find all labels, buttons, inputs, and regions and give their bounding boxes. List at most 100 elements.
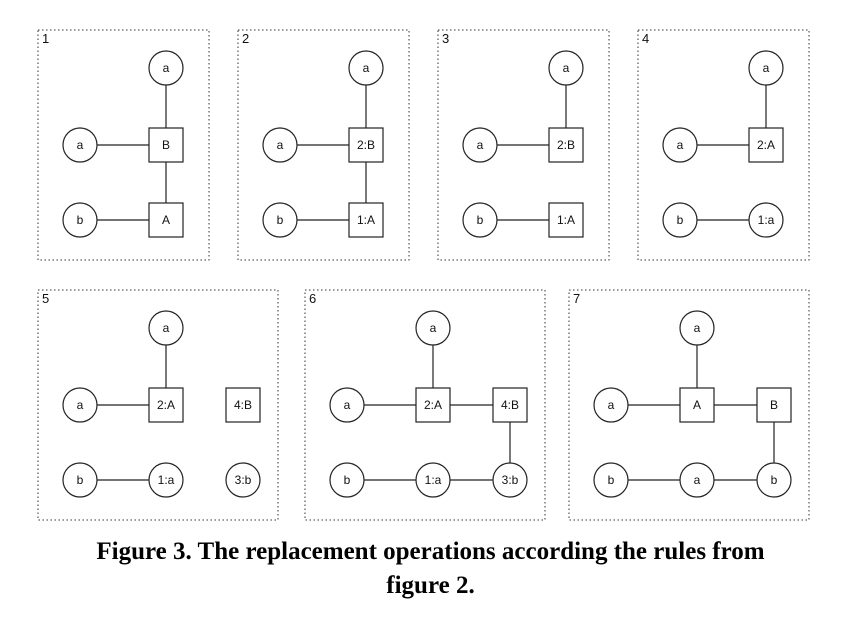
panel-frame	[37, 29, 210, 261]
figure-caption: Figure 3. The replacement operations acc…	[0, 535, 861, 603]
circle-node-left1: a	[329, 387, 365, 423]
circle-node-mid2: 1:a	[148, 462, 184, 498]
node-circle	[62, 387, 98, 423]
node-label: A	[162, 213, 170, 227]
node-circle	[415, 310, 451, 346]
node-circle	[679, 462, 715, 498]
node-circle	[662, 202, 698, 238]
panel-frame	[304, 289, 546, 521]
panel-number: 2	[242, 31, 249, 46]
node-label: a	[430, 321, 437, 335]
circle-node-top: a	[148, 50, 184, 86]
circle-node-mid2: 1:a	[415, 462, 451, 498]
circle-node-left2: b	[462, 202, 498, 238]
circle-node-left2: b	[262, 202, 298, 238]
node-circle	[462, 202, 498, 238]
node-square	[225, 387, 261, 423]
node-label: 4:B	[234, 398, 252, 412]
node-circle	[348, 50, 384, 86]
circle-node-top: a	[679, 310, 715, 346]
caption-line-2: figure 2.	[386, 572, 475, 599]
node-label: a	[77, 398, 84, 412]
node-circle	[148, 310, 184, 346]
node-circle	[329, 462, 365, 498]
node-circle	[756, 462, 792, 498]
node-circle	[748, 202, 784, 238]
circle-node-left2: b	[62, 202, 98, 238]
node-label: 1:A	[557, 213, 575, 227]
node-label: a	[763, 61, 770, 75]
node-label: a	[694, 473, 701, 487]
square-node-mid1: 2:A	[415, 387, 451, 423]
node-square	[748, 127, 784, 163]
square-node-mid1: 2:A	[748, 127, 784, 163]
panel-2: 2 a a 2:B b 1:A	[237, 29, 410, 261]
node-square	[548, 202, 584, 238]
circle-node-left1: a	[262, 127, 298, 163]
circle-node-left1: a	[462, 127, 498, 163]
panel-number: 3	[442, 31, 449, 46]
node-label: a	[344, 398, 351, 412]
node-circle	[679, 310, 715, 346]
node-label: a	[163, 321, 170, 335]
node-label: b	[77, 473, 84, 487]
node-label: b	[277, 213, 284, 227]
square-node-mid1: 2:A	[148, 387, 184, 423]
circle-node-left1: a	[662, 127, 698, 163]
panel-6: 6 a a 2:A 4:B b 1:a 3:b	[304, 289, 546, 521]
panel-frame	[37, 289, 279, 521]
panel-frame	[237, 29, 410, 261]
node-circle	[593, 462, 629, 498]
node-label: B	[162, 138, 170, 152]
node-circle	[593, 387, 629, 423]
panel-7: 7 a a A Bb a b	[568, 289, 810, 521]
node-square	[148, 127, 184, 163]
node-label: 2:A	[157, 398, 175, 412]
node-circle	[748, 50, 784, 86]
node-label: 3:b	[502, 473, 519, 487]
node-label: b	[677, 213, 684, 227]
node-circle	[262, 127, 298, 163]
node-label: a	[163, 61, 170, 75]
node-circle	[62, 127, 98, 163]
square-node-mid2: 1:A	[548, 202, 584, 238]
node-label: a	[677, 138, 684, 152]
node-square	[148, 202, 184, 238]
node-label: B	[770, 398, 778, 412]
node-square	[756, 387, 792, 423]
node-label: 1:a	[425, 473, 442, 487]
circle-node-mid2: a	[679, 462, 715, 498]
node-label: a	[77, 138, 84, 152]
square-node-mid1: A	[679, 387, 715, 423]
circle-node-right2: 3:b	[492, 462, 528, 498]
circle-node-mid2: 1:a	[748, 202, 784, 238]
circle-node-top: a	[415, 310, 451, 346]
circle-node-right2: b	[756, 462, 792, 498]
circle-node-top: a	[548, 50, 584, 86]
node-label: a	[363, 61, 370, 75]
node-square	[348, 202, 384, 238]
node-label: b	[477, 213, 484, 227]
node-circle	[148, 50, 184, 86]
panel-5: 5 a a 2:A 4:B b 1:a 3:b	[37, 289, 279, 521]
node-circle	[262, 202, 298, 238]
node-label: 2:B	[557, 138, 575, 152]
node-square	[548, 127, 584, 163]
circle-node-left1: a	[62, 127, 98, 163]
caption-line-1: Figure 3. The replacement operations acc…	[96, 538, 765, 565]
panel-frame	[568, 289, 810, 521]
node-circle	[492, 462, 528, 498]
circle-node-left1: a	[593, 387, 629, 423]
node-square	[348, 127, 384, 163]
circle-node-top: a	[748, 50, 784, 86]
node-label: b	[77, 213, 84, 227]
node-label: a	[608, 398, 615, 412]
square-node-mid1: 2:B	[548, 127, 584, 163]
circle-node-right2: 3:b	[225, 462, 261, 498]
node-label: 4:B	[501, 398, 519, 412]
square-node-mid1: B	[148, 127, 184, 163]
node-label: a	[694, 321, 701, 335]
circle-node-left2: b	[662, 202, 698, 238]
node-label: b	[344, 473, 351, 487]
